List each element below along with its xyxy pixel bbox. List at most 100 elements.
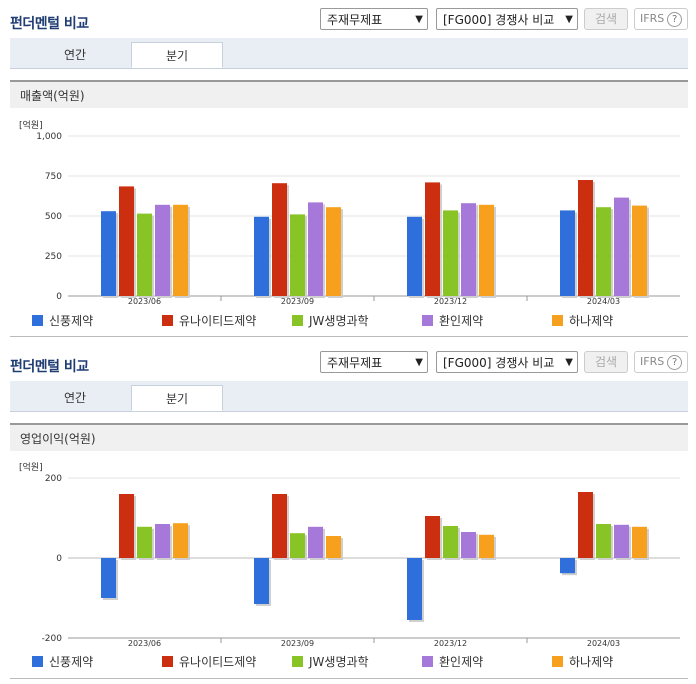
help-icon[interactable]: ? bbox=[667, 12, 683, 27]
bar[interactable] bbox=[407, 216, 422, 296]
chart-legend: 신풍제약 유나이티드제약 JW생명과학 환인제약 하나제약 bbox=[32, 654, 652, 670]
bar[interactable] bbox=[479, 534, 494, 558]
group-select[interactable]: [FG000] 경쟁사 비교 ▼ bbox=[436, 8, 578, 30]
search-button[interactable]: 검색 bbox=[584, 351, 628, 373]
legend-swatch bbox=[32, 315, 43, 326]
y-tick-label: 0 bbox=[56, 292, 62, 302]
legend-item[interactable]: 하나제약 bbox=[552, 654, 613, 670]
period-tabs: 연간 분기 bbox=[10, 381, 688, 412]
legend-item[interactable]: 유나이티드제약 bbox=[162, 313, 256, 329]
statement-select[interactable]: 주재무제표 ▼ bbox=[320, 8, 428, 30]
chevron-down-icon: ▼ bbox=[415, 14, 423, 25]
y-tick-label: 1,000 bbox=[36, 132, 62, 142]
statement-select[interactable]: 주재무제표 ▼ bbox=[320, 351, 428, 373]
x-tick-label: 2024/03 bbox=[587, 297, 620, 304]
legend-swatch bbox=[292, 656, 303, 667]
bar[interactable] bbox=[290, 533, 305, 558]
y-tick-label: -200 bbox=[42, 634, 63, 644]
bar[interactable] bbox=[461, 203, 476, 296]
search-button[interactable]: 검색 bbox=[584, 8, 628, 30]
bar[interactable] bbox=[614, 197, 629, 296]
legend-label: 신풍제약 bbox=[49, 314, 94, 328]
legend-swatch bbox=[162, 315, 173, 326]
bar[interactable] bbox=[119, 494, 134, 558]
legend-item[interactable]: 유나이티드제약 bbox=[162, 654, 256, 670]
bar[interactable] bbox=[407, 558, 422, 620]
y-tick-label: 750 bbox=[45, 172, 62, 182]
bar[interactable] bbox=[425, 182, 440, 296]
legend-item[interactable]: 신풍제약 bbox=[32, 313, 93, 329]
x-tick-label: 2023/06 bbox=[128, 297, 161, 304]
legend-swatch bbox=[162, 656, 173, 667]
period-tabs: 연간 분기 bbox=[10, 38, 688, 69]
bar[interactable] bbox=[578, 492, 593, 558]
legend-item[interactable]: JW생명과학 bbox=[292, 313, 369, 329]
legend-swatch bbox=[422, 315, 433, 326]
bar[interactable] bbox=[119, 186, 134, 296]
legend-label: JW생명과학 bbox=[309, 314, 369, 328]
legend-item[interactable]: JW생명과학 bbox=[292, 654, 369, 670]
bar[interactable] bbox=[326, 536, 341, 558]
bar[interactable] bbox=[443, 210, 458, 296]
legend-item[interactable]: 하나제약 bbox=[552, 313, 613, 329]
x-tick-label: 2023/09 bbox=[281, 639, 314, 647]
ifrs-toggle[interactable]: IFRS? bbox=[634, 351, 688, 373]
bar[interactable] bbox=[101, 558, 116, 598]
bar[interactable] bbox=[479, 204, 494, 296]
panel-operating-profit: 펀더멘털 비교 주재무제표 ▼ [FG000] 경쟁사 비교 ▼ 검색 IFRS… bbox=[0, 343, 696, 684]
chart-legend: 신풍제약 유나이티드제약 JW생명과학 환인제약 하나제약 bbox=[32, 313, 652, 329]
tab-quarterly[interactable]: 분기 bbox=[131, 385, 223, 411]
statement-select-value: 주재무제표 bbox=[327, 356, 383, 370]
bar[interactable] bbox=[560, 558, 575, 574]
bar[interactable] bbox=[254, 558, 269, 604]
bar[interactable] bbox=[137, 213, 152, 296]
bar[interactable] bbox=[155, 204, 170, 296]
legend-label: 환인제약 bbox=[439, 655, 484, 669]
bar[interactable] bbox=[272, 494, 287, 558]
legend-item[interactable]: 신풍제약 bbox=[32, 654, 93, 670]
x-tick-label: 2024/03 bbox=[587, 639, 620, 647]
bar[interactable] bbox=[578, 180, 593, 296]
bar[interactable] bbox=[560, 210, 575, 296]
bar[interactable] bbox=[173, 204, 188, 296]
bar[interactable] bbox=[101, 211, 116, 296]
panel-revenue: 펀더멘털 비교 주재무제표 ▼ [FG000] 경쟁사 비교 ▼ 검색 IFRS… bbox=[0, 0, 696, 340]
legend-swatch bbox=[422, 656, 433, 667]
tab-annual[interactable]: 연간 bbox=[63, 391, 87, 405]
legend-label: 유나이티드제약 bbox=[179, 314, 257, 328]
bar[interactable] bbox=[632, 205, 647, 296]
divider bbox=[10, 336, 688, 337]
ifrs-toggle[interactable]: IFRS? bbox=[634, 8, 688, 30]
bar[interactable] bbox=[596, 524, 611, 558]
unit-label: [억원] bbox=[19, 121, 43, 131]
help-icon[interactable]: ? bbox=[667, 355, 683, 370]
bar[interactable] bbox=[308, 526, 323, 558]
tab-quarterly[interactable]: 분기 bbox=[131, 42, 223, 68]
bar[interactable] bbox=[254, 216, 269, 296]
legend-item[interactable]: 환인제약 bbox=[422, 654, 483, 670]
chevron-down-icon: ▼ bbox=[565, 14, 573, 25]
panel-title: 펀더멘털 비교 bbox=[10, 359, 89, 375]
statement-select-value: 주재무제표 bbox=[327, 13, 383, 27]
legend-swatch bbox=[552, 315, 563, 326]
legend-label: JW생명과학 bbox=[309, 655, 369, 669]
group-select[interactable]: [FG000] 경쟁사 비교 ▼ bbox=[436, 351, 578, 373]
bar[interactable] bbox=[137, 526, 152, 558]
chevron-down-icon: ▼ bbox=[565, 357, 573, 368]
bar[interactable] bbox=[425, 516, 440, 558]
bar[interactable] bbox=[326, 207, 341, 296]
legend-swatch bbox=[292, 315, 303, 326]
bar[interactable] bbox=[308, 202, 323, 296]
bar[interactable] bbox=[173, 523, 188, 558]
bar[interactable] bbox=[272, 183, 287, 296]
x-tick-label: 2023/12 bbox=[434, 297, 467, 304]
bar[interactable] bbox=[632, 526, 647, 558]
bar[interactable] bbox=[596, 207, 611, 296]
bar[interactable] bbox=[614, 524, 629, 558]
bar[interactable] bbox=[461, 532, 476, 558]
bar[interactable] bbox=[155, 524, 170, 558]
bar[interactable] bbox=[290, 214, 305, 296]
tab-annual[interactable]: 연간 bbox=[63, 48, 87, 62]
legend-item[interactable]: 환인제약 bbox=[422, 313, 483, 329]
bar[interactable] bbox=[443, 526, 458, 558]
